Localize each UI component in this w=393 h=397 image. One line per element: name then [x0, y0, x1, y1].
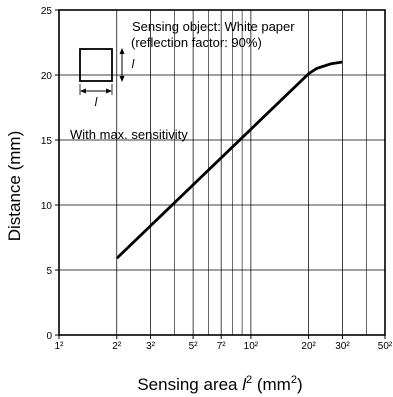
x-axis-title-unit-exp: 2 [291, 374, 297, 386]
arrow-right-icon [106, 88, 112, 94]
x-tick-label: 50² [378, 341, 393, 352]
y-axis-title: Distance (mm) [5, 131, 24, 242]
x-tick-label: 20² [301, 341, 316, 352]
annotation-object-line2: (reflection factor: 90%) [131, 35, 262, 50]
y-tick-label: 20 [41, 71, 53, 82]
y-tick-label: 0 [46, 331, 52, 342]
x-axis-title: Sensing area l2 (mm2) [137, 374, 302, 394]
y-tick-label: 10 [41, 201, 53, 212]
distance-curve [115, 60, 343, 260]
annotation-sensitivity: With max. sensitivity [70, 127, 188, 142]
plot-frame [58, 9, 386, 336]
annotation-object-line1: Sensing object: White paper [132, 19, 295, 34]
dimension-label-side: l [132, 57, 135, 71]
y-tick-label: 25 [41, 6, 53, 17]
x-axis-ticks: 1² 2² 3² 5² 7² 10² 20² 30² 50² [55, 335, 393, 352]
square-shape [79, 48, 113, 82]
x-axis-title-main: Sensing area [137, 375, 242, 394]
x-axis-title-unit-open: (mm [252, 375, 291, 394]
y-tick-label: 5 [46, 266, 52, 277]
x-tick-label: 1² [55, 341, 65, 352]
y-axis-ticks: 0 5 10 15 20 25 [41, 6, 59, 342]
x-axis-title-unit-close: ) [297, 375, 303, 394]
x-axis-title-var: l [242, 375, 247, 394]
x-tick-label: 3² [146, 341, 156, 352]
sensing-square-icon [79, 48, 125, 95]
dimension-label-bottom: l [95, 95, 98, 109]
arrow-down-icon [119, 76, 125, 82]
x-tick-label: 2² [112, 341, 122, 352]
arrow-left-icon [80, 88, 86, 94]
x-tick-label: 5² [189, 341, 199, 352]
x-axis-title-exp: 2 [246, 374, 252, 386]
x-tick-label: 7² [217, 341, 227, 352]
grid-lines [59, 10, 385, 335]
arrow-up-icon [119, 48, 125, 54]
series-group [115, 60, 343, 260]
y-tick-label: 15 [41, 136, 53, 147]
x-tick-label: 10² [244, 341, 259, 352]
x-tick-label: 30² [335, 341, 350, 352]
